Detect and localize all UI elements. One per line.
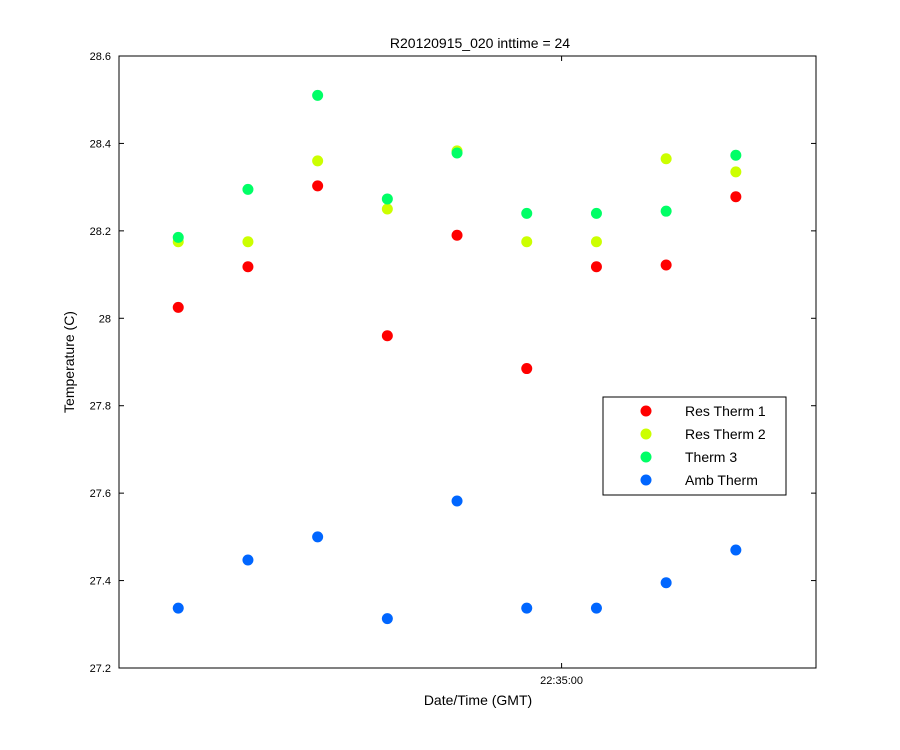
data-points [172,89,742,625]
data-point [590,261,602,273]
data-point [660,153,672,165]
data-point [660,259,672,271]
x-axis: 22:35:00 [540,56,583,687]
series-res-therm-2 [172,145,742,248]
series-amb-therm [172,495,742,625]
data-point [660,577,672,589]
data-point [730,544,742,556]
data-point [521,236,533,248]
legend-label: Amb Therm [685,472,758,488]
x-tick-label: 22:35:00 [540,675,583,687]
data-point [660,205,672,217]
data-point [381,193,393,205]
plot-area [118,55,817,669]
y-tick-label: 28 [99,313,111,325]
data-point [451,229,463,241]
chart-title: R20120915_020 inttime = 24 [390,35,570,51]
y-axis-label: Temperature (C) [61,311,77,413]
data-point [242,183,254,195]
legend-marker [640,474,652,486]
data-point [521,602,533,614]
series-therm-3 [172,89,742,243]
legend-label: Res Therm 2 [685,426,766,442]
y-tick-label: 28.4 [90,138,111,150]
data-point [172,231,184,243]
data-point [312,89,324,101]
legend-marker [640,405,652,417]
data-point [590,602,602,614]
y-tick-label: 27.4 [90,576,111,588]
y-axis: 27.2 27.4 27.6 27.8 28 28.2 28.4 28.6 [90,51,816,675]
data-point [312,155,324,167]
y-tick-label: 28.2 [90,226,111,238]
series-res-therm-1 [172,180,742,375]
data-point [381,203,393,215]
data-point [312,531,324,543]
data-point [242,236,254,248]
legend-marker [640,451,652,463]
x-axis-label: Date/Time (GMT) [424,692,532,708]
data-point [381,330,393,342]
data-point [381,613,393,625]
data-point [730,149,742,161]
legend-label: Therm 3 [685,449,737,465]
data-point [521,207,533,219]
data-point [521,363,533,375]
data-point [451,495,463,507]
data-point [590,207,602,219]
y-tick-label: 27.6 [90,488,111,500]
data-point [451,147,463,159]
legend-box [602,396,787,496]
y-tick-label: 28.6 [90,51,111,63]
legend: Res Therm 1 Res Therm 2 Therm 3 Amb Therm [602,396,787,496]
data-point [730,191,742,203]
legend-marker [640,428,652,440]
data-point [242,261,254,273]
y-tick-label: 27.8 [90,401,111,413]
legend-label: Res Therm 1 [685,403,766,419]
data-point [730,166,742,178]
y-tick-label: 27.2 [90,663,111,675]
data-point [242,554,254,566]
data-point [172,602,184,614]
data-point [312,180,324,192]
data-point [172,301,184,313]
data-point [590,236,602,248]
